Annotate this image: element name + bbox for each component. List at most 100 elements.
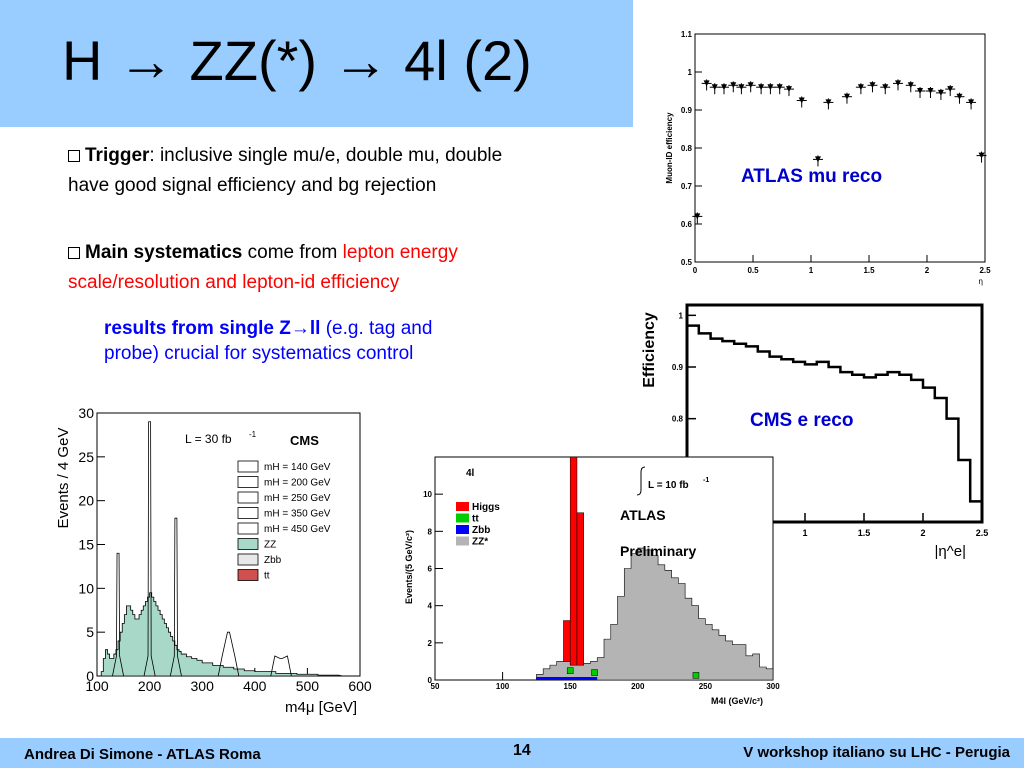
atlas-mu-reco-label: ATLAS mu reco xyxy=(741,166,883,187)
legend-entry: Zbb xyxy=(264,555,282,566)
footer-author: Andrea Di Simone - ATLAS Roma xyxy=(24,746,261,763)
legend-swatch xyxy=(237,507,259,519)
data-point xyxy=(758,84,765,91)
efficiency-histogram xyxy=(687,324,982,503)
y-tick-label: 30 xyxy=(78,405,94,421)
data-point xyxy=(785,86,792,93)
data-point xyxy=(857,84,864,91)
legend-swatch xyxy=(456,502,469,511)
legend-swatch xyxy=(237,491,259,504)
checkbox-bullet-icon xyxy=(68,247,80,259)
higgs-bar xyxy=(569,456,578,666)
legend-entry: mH = 450 GeV xyxy=(264,524,331,535)
x-tick-label: 100 xyxy=(496,682,510,691)
y-axis-label: Events / 4 GeV xyxy=(55,428,72,529)
x-axis-label: η xyxy=(979,277,983,286)
legend-entry: tt xyxy=(472,514,479,525)
legend-entry: ZZ xyxy=(264,540,276,551)
y-tick-label: 0.8 xyxy=(672,415,684,424)
data-point xyxy=(917,88,924,94)
signal-peak xyxy=(112,552,125,677)
legend-entry: mH = 140 GeV xyxy=(264,462,331,473)
data-point xyxy=(968,99,975,106)
data-point xyxy=(730,82,737,89)
x-tick-label: 0 xyxy=(693,266,698,275)
x-tick-label: 1.5 xyxy=(863,266,875,275)
trigger-label: Trigger xyxy=(85,145,150,166)
data-point xyxy=(798,97,805,104)
legend-entry: ZZ* xyxy=(472,537,488,548)
x-tick-label: 500 xyxy=(296,678,320,694)
cms-e-reco-label: CMS e reco xyxy=(750,410,854,431)
y-tick-label: 0.8 xyxy=(681,144,693,153)
y-tick-label: 0.9 xyxy=(672,363,684,372)
atlas-m4l-plot: 0 2 4 6 8 10 50 100 150 200 250 300 Events/(5 GeV/c²… xyxy=(404,456,780,706)
y-tick-label: 0.7 xyxy=(681,182,693,191)
data-point xyxy=(843,93,850,100)
y-tick-label: 8 xyxy=(428,527,433,536)
x-tick-label: 0.5 xyxy=(747,266,759,275)
trigger-text-1: : inclusive single mu/e, double mu, doub… xyxy=(149,145,503,166)
data-point xyxy=(694,213,701,220)
higgs-bar xyxy=(576,512,584,666)
zz-background xyxy=(100,592,342,677)
tt-marker xyxy=(591,669,598,676)
signal-peak xyxy=(270,655,292,677)
data-point xyxy=(895,80,901,87)
checkbox-bullet-icon xyxy=(68,150,80,162)
data-point xyxy=(776,84,783,91)
y-axis-label: Events/(5 GeV/c²) xyxy=(404,530,414,604)
data-point xyxy=(927,88,934,94)
x-tick-label: 250 xyxy=(699,682,713,691)
x-tick-label: 2 xyxy=(925,266,930,275)
y-tick-label: 1 xyxy=(679,311,684,320)
data-point xyxy=(721,84,727,91)
x-axis-label: M4l (GeV/c²) xyxy=(711,696,763,706)
y-tick-label: 0.9 xyxy=(681,106,693,115)
x-tick-label: 600 xyxy=(348,678,372,694)
data-point xyxy=(738,84,745,91)
legend-swatch xyxy=(237,522,259,535)
y-tick-label: 0.6 xyxy=(681,220,693,229)
systematics-red-1: lepton energy xyxy=(342,242,458,263)
results-text-1: (e.g. tag and xyxy=(320,318,433,339)
systematics-text: come from xyxy=(242,242,343,263)
y-tick-label: 6 xyxy=(428,565,433,574)
cms-m4mu-plot: 0 5 10 15 20 25 30 100 200 300 400 500 600 Events / 4… xyxy=(55,405,372,716)
results-text-2: probe) crucial for systematics control xyxy=(104,343,414,364)
title-bar xyxy=(0,0,633,127)
y-tick-label: 10 xyxy=(78,580,94,596)
legend-swatch xyxy=(237,538,259,550)
legend-entry: mH = 250 GeV xyxy=(264,493,331,504)
footer: Andrea Di Simone - ATLAS Roma 14 V works… xyxy=(0,738,1024,768)
data-point xyxy=(978,152,985,159)
y-tick-label: 0.5 xyxy=(681,258,693,267)
signal-peak xyxy=(143,421,156,677)
legend-entry: tt xyxy=(264,571,270,582)
lumi-exponent: -1 xyxy=(703,477,709,484)
integral-sign xyxy=(636,466,646,496)
legend-entry: Higgs xyxy=(472,502,500,513)
y-tick-label: 10 xyxy=(423,490,432,499)
x-tick-label: 200 xyxy=(138,678,162,694)
x-tick-label: 200 xyxy=(631,682,645,691)
x-tick-label: 100 xyxy=(85,678,109,694)
legend-swatch xyxy=(237,553,259,566)
y-tick-label: 5 xyxy=(86,624,94,640)
tt-marker xyxy=(692,672,700,679)
data-point xyxy=(767,84,774,91)
y-tick-label: 15 xyxy=(78,537,94,553)
y-tick-label: 1.1 xyxy=(681,30,693,39)
y-tick-label: 0 xyxy=(428,676,433,685)
y-axis-label: Efficiency xyxy=(641,312,658,388)
x-tick-label: 400 xyxy=(243,678,267,694)
tt-marker xyxy=(566,667,574,674)
y-axis-label: Muon-ID efficiency xyxy=(665,112,674,184)
bullet-trigger-line2: have good signal efficiency and bg rejec… xyxy=(68,175,437,196)
x-tick-label: 2.5 xyxy=(976,528,989,538)
page-number: 14 xyxy=(513,742,531,759)
results-bold: results from single Z→ll xyxy=(104,318,321,339)
lumi-annotation: L = 30 fb xyxy=(185,432,232,446)
lumi-exponent: -1 xyxy=(249,430,257,439)
